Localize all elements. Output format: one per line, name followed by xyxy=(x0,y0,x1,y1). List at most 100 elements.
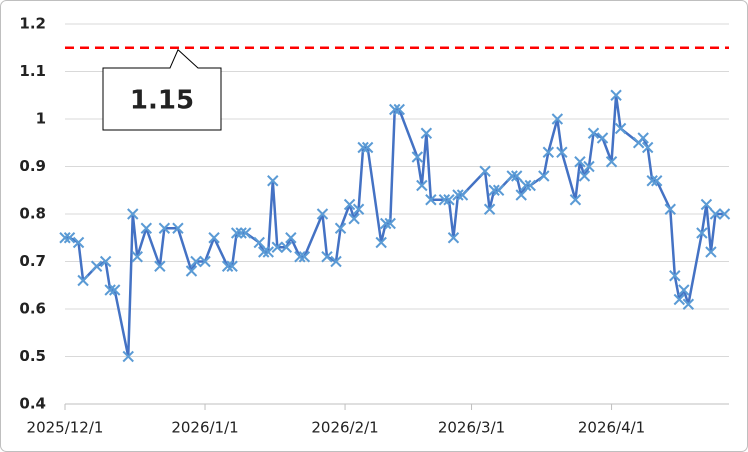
data-marker xyxy=(352,203,365,215)
data-marker xyxy=(651,175,663,187)
data-marker xyxy=(696,227,708,239)
data-marker xyxy=(230,227,243,239)
data-marker xyxy=(700,198,713,211)
data-marker xyxy=(72,236,85,249)
data-marker xyxy=(641,141,654,154)
data-marker xyxy=(479,165,491,177)
data-marker xyxy=(438,194,451,206)
y-tick-label: 1 xyxy=(36,110,46,128)
data-marker xyxy=(330,255,342,268)
data-marker xyxy=(646,175,658,187)
data-marker xyxy=(258,246,270,258)
data-marker xyxy=(253,236,265,249)
data-marker xyxy=(574,156,586,168)
data-marker xyxy=(99,255,112,268)
y-tick-label: 1.1 xyxy=(19,62,46,80)
data-marker xyxy=(425,194,437,206)
data-marker xyxy=(673,293,686,306)
data-marker xyxy=(271,241,284,253)
data-marker xyxy=(596,132,609,144)
data-marker xyxy=(357,141,369,154)
data-marker xyxy=(298,251,311,263)
data-marker xyxy=(262,246,274,258)
data-marker xyxy=(384,217,396,230)
data-marker xyxy=(452,189,464,201)
x-tick-label: 2026/2/1 xyxy=(311,419,378,437)
data-marker xyxy=(285,232,297,244)
data-marker xyxy=(122,350,134,363)
y-tick-label: 0.7 xyxy=(19,252,46,270)
data-marker xyxy=(343,198,356,211)
data-marker xyxy=(190,255,202,268)
data-marker xyxy=(361,141,374,154)
y-tick-label: 0.5 xyxy=(19,347,46,365)
data-marker xyxy=(664,203,676,215)
data-marker xyxy=(416,179,428,192)
x-tick-label: 2026/1/1 xyxy=(171,419,238,437)
data-marker xyxy=(551,113,564,125)
x-tick-label: 2025/12/1 xyxy=(27,419,104,437)
data-marker xyxy=(709,208,722,220)
data-marker xyxy=(510,170,523,182)
data-marker xyxy=(389,103,401,116)
data-marker xyxy=(488,184,500,196)
data-marker xyxy=(443,194,455,206)
data-marker xyxy=(185,265,198,277)
callout-label: 1.15 xyxy=(130,86,194,116)
x-tick-label: 2026/4/1 xyxy=(578,419,645,437)
data-marker xyxy=(90,260,103,272)
data-marker xyxy=(172,222,184,234)
data-marker xyxy=(515,189,527,201)
data-marker xyxy=(538,170,550,182)
data-marker xyxy=(321,251,333,263)
data-marker xyxy=(316,208,329,220)
data-marker xyxy=(420,127,433,139)
data-marker xyxy=(492,184,505,196)
data-marker xyxy=(447,232,460,244)
y-tick-label: 1.2 xyxy=(19,15,46,33)
data-marker xyxy=(235,227,247,239)
data-marker xyxy=(718,208,731,220)
data-marker xyxy=(63,232,76,244)
data-marker xyxy=(678,284,690,296)
y-tick-label: 0.9 xyxy=(19,157,46,175)
y-tick-label: 0.4 xyxy=(19,395,46,413)
data-marker xyxy=(682,298,695,310)
data-marker xyxy=(131,251,143,263)
data-marker xyxy=(393,103,405,116)
data-marker xyxy=(294,251,306,263)
data-marker xyxy=(375,236,387,249)
callout-box xyxy=(102,48,222,131)
data-marker xyxy=(605,156,618,168)
data-marker xyxy=(506,170,518,182)
data-marker xyxy=(520,179,532,192)
data-marker xyxy=(542,146,555,158)
y-tick-label: 0.6 xyxy=(19,300,46,318)
data-marker xyxy=(104,284,116,296)
data-marker xyxy=(614,122,627,135)
data-marker xyxy=(583,160,595,173)
data-marker xyxy=(127,208,139,220)
x-tick-label: 2026/3/1 xyxy=(438,419,505,437)
data-marker xyxy=(59,232,71,244)
data-marker xyxy=(199,255,211,268)
data-marker xyxy=(587,127,600,139)
data-marker xyxy=(154,260,166,272)
data-marker xyxy=(267,175,279,187)
data-marker xyxy=(348,213,360,225)
data-marker xyxy=(280,241,293,253)
data-marker xyxy=(483,203,496,215)
data-marker xyxy=(637,132,649,144)
data-marker xyxy=(669,270,681,282)
data-marker xyxy=(226,260,238,272)
data-marker xyxy=(569,194,582,206)
data-marker xyxy=(334,222,347,234)
data-marker xyxy=(77,274,89,287)
data-marker xyxy=(379,217,392,230)
data-marker xyxy=(610,89,622,101)
data-marker xyxy=(208,232,220,244)
data-marker xyxy=(108,284,121,296)
y-tick-label: 0.8 xyxy=(19,205,46,223)
data-marker xyxy=(239,227,252,239)
data-marker xyxy=(556,146,568,158)
